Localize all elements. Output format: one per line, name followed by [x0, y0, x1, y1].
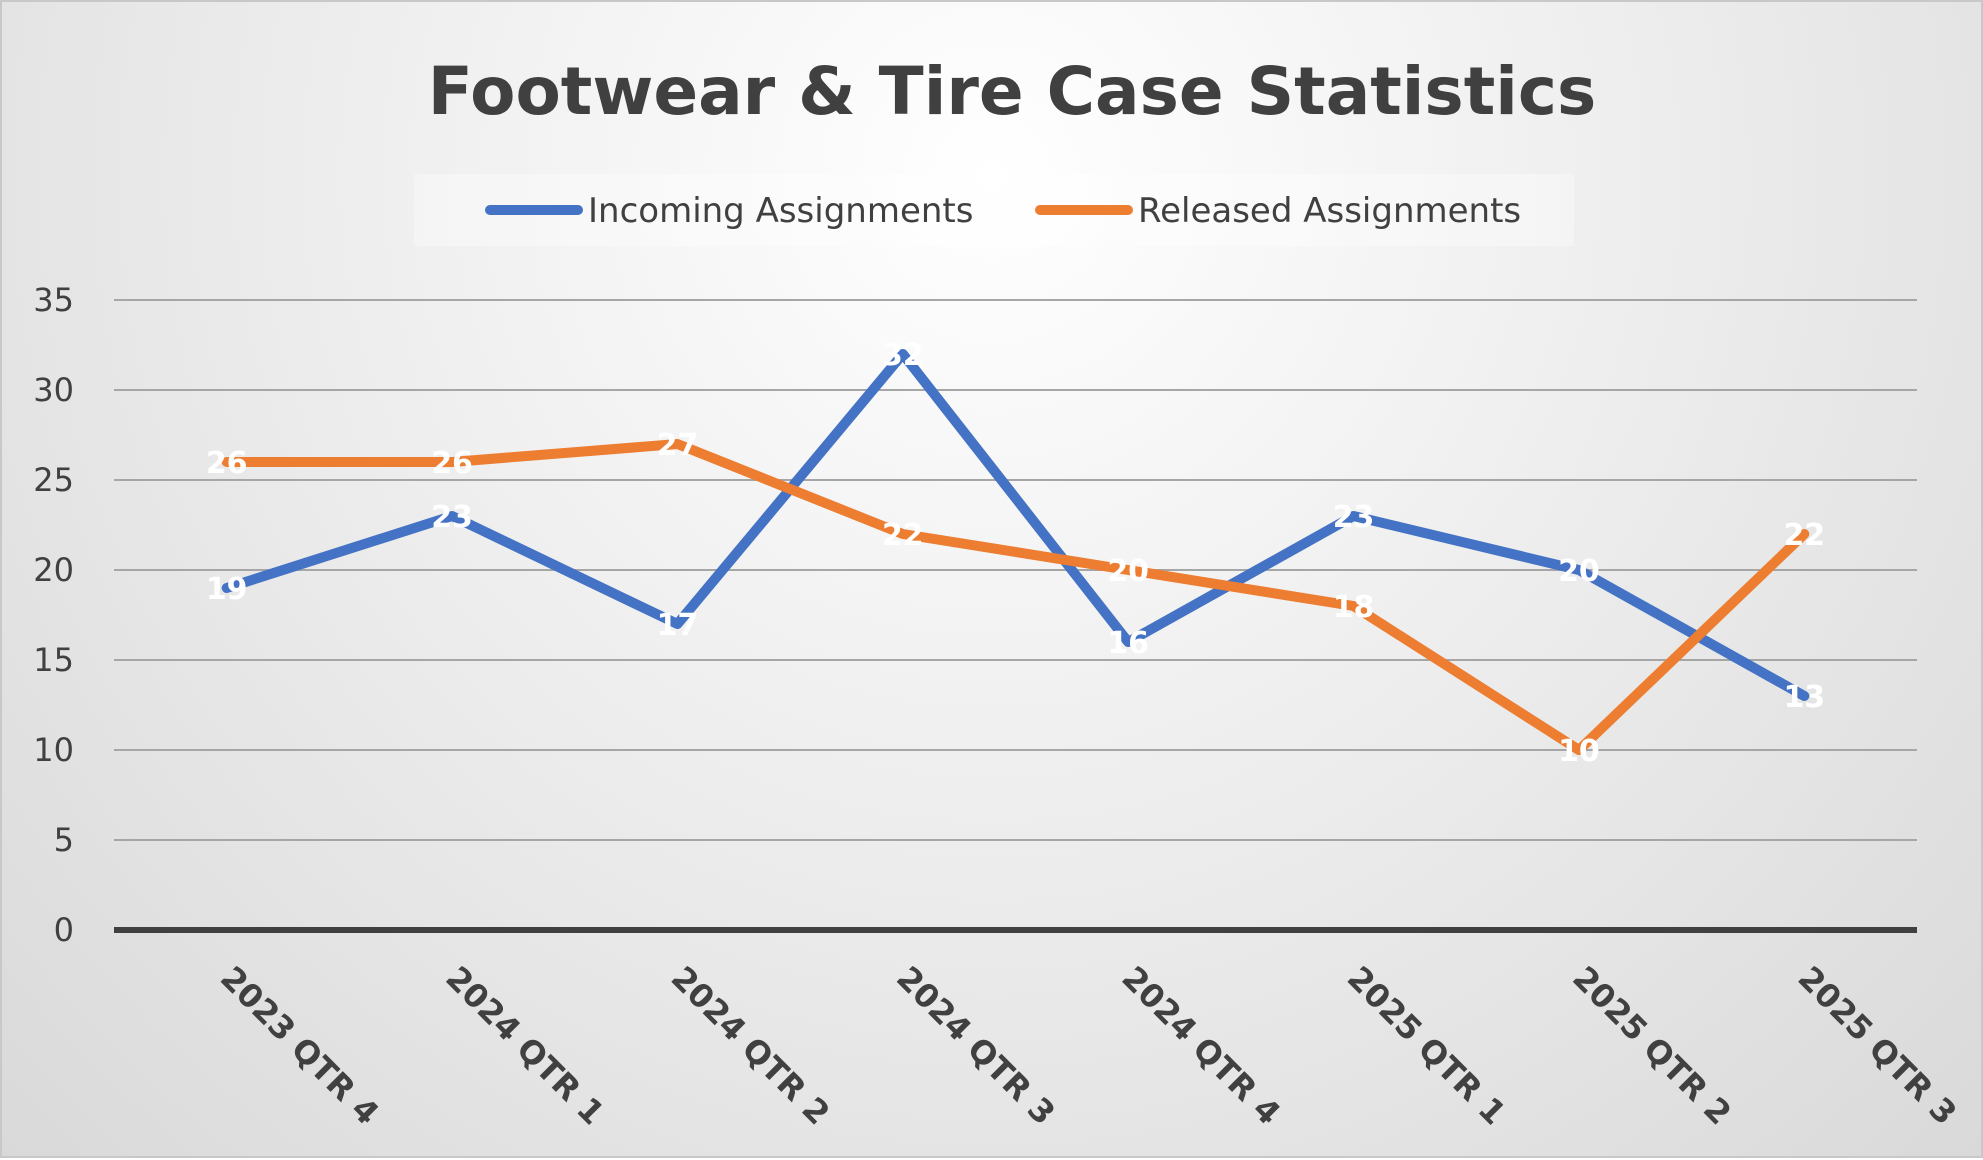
data-label: 32	[882, 338, 924, 373]
series-line-2	[221, 439, 1810, 755]
x-tick-label: 2025 QTR 3	[1791, 959, 1964, 1132]
data-label: 13	[1783, 680, 1825, 715]
legend-label-2: Released Assignments	[1138, 191, 1521, 231]
data-label: 18	[1333, 590, 1375, 625]
data-label: 26	[206, 446, 248, 481]
y-tick-label: 35	[33, 281, 74, 319]
legend-box	[414, 174, 1574, 246]
data-label: 10	[1558, 734, 1600, 769]
x-tick-label: 2023 QTR 4	[213, 959, 386, 1132]
data-label: 23	[1333, 500, 1375, 535]
data-label: 20	[1558, 554, 1600, 589]
legend-label-1: Incoming Assignments	[588, 191, 973, 231]
x-tick-label: 2025 QTR 1	[1340, 959, 1513, 1132]
data-label: 20	[1107, 554, 1149, 589]
data-label: 17	[657, 608, 699, 643]
series-line-1	[221, 349, 1810, 701]
series-lines	[221, 349, 1810, 755]
data-label: 16	[1107, 626, 1149, 661]
data-label: 23	[431, 500, 473, 535]
y-tick-label: 30	[33, 371, 74, 409]
y-tick-label: 0	[54, 911, 74, 949]
data-label: 22	[882, 518, 924, 553]
chart-title: Footwear & Tire Case Statistics	[428, 53, 1597, 130]
data-label: 22	[1783, 518, 1825, 553]
data-label: 19	[206, 572, 248, 607]
y-axis: 0 5 10 15 20 25 30 35	[33, 281, 74, 949]
y-tick-label: 25	[33, 461, 74, 499]
data-label: 27	[657, 428, 699, 463]
x-tick-label: 2024 QTR 3	[889, 959, 1062, 1132]
x-axis: 2023 QTR 4 2024 QTR 1 2024 QTR 2 2024 QTR 3…	[213, 959, 1964, 1132]
y-tick-label: 20	[33, 551, 74, 589]
data-labels: 19 23 17 32 16 23 20 13 26 26 27 22 20 18 10 22	[206, 338, 1825, 769]
legend: Incoming Assignments Released Assignments	[485, 191, 1521, 231]
gridlines	[114, 299, 1917, 933]
x-tick-label: 2024 QTR 2	[664, 959, 837, 1132]
x-tick-label: 2025 QTR 2	[1565, 959, 1738, 1132]
y-tick-label: 5	[54, 821, 74, 859]
x-tick-label: 2024 QTR 1	[438, 959, 611, 1132]
data-label: 26	[431, 446, 473, 481]
y-tick-label: 15	[33, 641, 74, 679]
y-tick-label: 10	[33, 731, 74, 769]
x-tick-label: 2024 QTR 4	[1115, 959, 1288, 1132]
